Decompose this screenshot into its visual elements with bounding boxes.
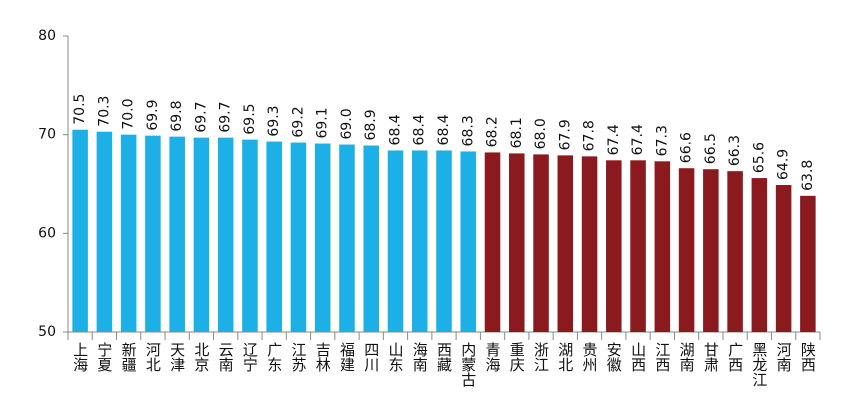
bar <box>460 151 477 332</box>
bar <box>193 137 210 332</box>
value-label: 69.9 <box>145 99 161 130</box>
x-tick-label: 云南 <box>217 342 235 372</box>
bar <box>484 152 501 332</box>
bar <box>533 154 549 332</box>
bar <box>800 195 816 332</box>
x-tick-label: 江苏 <box>289 342 307 373</box>
bar <box>266 141 282 332</box>
value-label: 69.7 <box>193 101 209 132</box>
x-tick-label: 内蒙古 <box>459 342 477 387</box>
bar <box>751 178 768 332</box>
x-tick-label: 河北 <box>144 342 162 372</box>
x-tick-label: 陕西 <box>799 342 817 372</box>
x-tick-label: 四川 <box>362 342 380 372</box>
bar <box>678 168 695 332</box>
bar <box>411 150 428 332</box>
value-label: 69.3 <box>266 105 282 136</box>
x-tick-label: 海南 <box>411 342 429 372</box>
x-tick-label: 青海 <box>484 342 502 372</box>
bar <box>145 135 161 332</box>
x-tick-label: 新疆 <box>120 342 138 372</box>
bar <box>606 160 622 332</box>
value-label: 69.5 <box>242 103 258 134</box>
y-tick-label: 70 <box>38 127 56 143</box>
bar <box>339 144 355 332</box>
bar <box>169 136 185 332</box>
x-tick-label: 湖北 <box>556 342 574 372</box>
x-tick-label: 吉林 <box>314 342 332 372</box>
value-label: 66.5 <box>703 133 719 164</box>
bar <box>217 137 234 332</box>
value-label: 69.1 <box>315 107 331 138</box>
value-label: 68.0 <box>533 118 549 149</box>
value-label: 67.3 <box>654 125 670 156</box>
value-label: 69.0 <box>339 108 355 139</box>
x-tick-label: 西藏 <box>435 342 453 373</box>
x-tick-label: 广西 <box>726 342 744 372</box>
bar <box>509 153 525 332</box>
x-tick-label: 福建 <box>338 342 356 372</box>
value-label: 64.9 <box>776 149 792 180</box>
x-tick-label: 河南 <box>775 342 793 372</box>
bar <box>290 142 307 332</box>
x-tick-label: 湖南 <box>678 342 696 372</box>
value-label: 65.6 <box>751 142 767 173</box>
y-tick-label: 60 <box>38 225 56 241</box>
x-tick-label: 甘肃 <box>702 342 720 372</box>
bar <box>96 131 113 332</box>
x-tick-label: 辽宁 <box>241 342 259 372</box>
x-tick-label: 山东 <box>386 342 404 372</box>
bar <box>314 143 331 332</box>
bar <box>630 160 646 332</box>
y-tick-label: 80 <box>38 28 56 44</box>
value-label: 67.4 <box>630 124 646 155</box>
bar <box>242 139 258 332</box>
bar <box>775 184 792 332</box>
x-tick-label: 上海 <box>71 342 89 372</box>
bar <box>387 150 404 332</box>
bar <box>72 129 88 332</box>
value-label: 70.5 <box>72 94 88 125</box>
x-tick-label: 山西 <box>629 342 647 372</box>
value-label: 69.8 <box>169 100 185 131</box>
bar <box>727 171 743 332</box>
value-label: 69.7 <box>218 101 234 132</box>
bar <box>557 155 574 332</box>
value-label: 70.3 <box>96 96 112 127</box>
value-label: 67.8 <box>582 120 598 151</box>
x-tick-label: 贵州 <box>581 342 599 372</box>
x-tick-label: 宁夏 <box>95 342 113 372</box>
value-label: 67.9 <box>557 119 573 150</box>
value-label: 68.3 <box>460 115 476 146</box>
value-label: 67.4 <box>606 124 622 155</box>
value-label: 63.8 <box>800 160 816 191</box>
x-tick-label: 安徽 <box>605 342 623 372</box>
x-tick-label: 黑龙江 <box>750 342 768 387</box>
x-tick-label: 浙江 <box>532 342 550 372</box>
value-label: 68.9 <box>363 109 379 140</box>
bar <box>436 150 452 332</box>
value-label: 68.4 <box>436 114 452 145</box>
value-label: 68.1 <box>509 117 525 148</box>
value-label: 68.4 <box>412 114 428 145</box>
x-tick-label: 广东 <box>265 342 283 372</box>
value-label: 70.0 <box>121 98 137 129</box>
x-tick-label: 江西 <box>653 342 671 372</box>
bar <box>703 169 719 332</box>
value-label: 66.3 <box>727 135 743 166</box>
bar <box>581 156 598 332</box>
bar <box>120 134 137 332</box>
x-tick-label: 北京 <box>192 342 210 373</box>
value-label: 68.4 <box>387 114 403 145</box>
bar <box>654 161 671 332</box>
x-tick-label: 天津 <box>168 342 186 372</box>
value-label: 69.2 <box>290 106 306 137</box>
bar <box>363 145 379 332</box>
x-tick-label: 重庆 <box>508 342 526 372</box>
value-label: 66.6 <box>679 132 695 163</box>
value-label: 68.2 <box>485 116 501 147</box>
y-tick-label: 50 <box>38 324 56 340</box>
